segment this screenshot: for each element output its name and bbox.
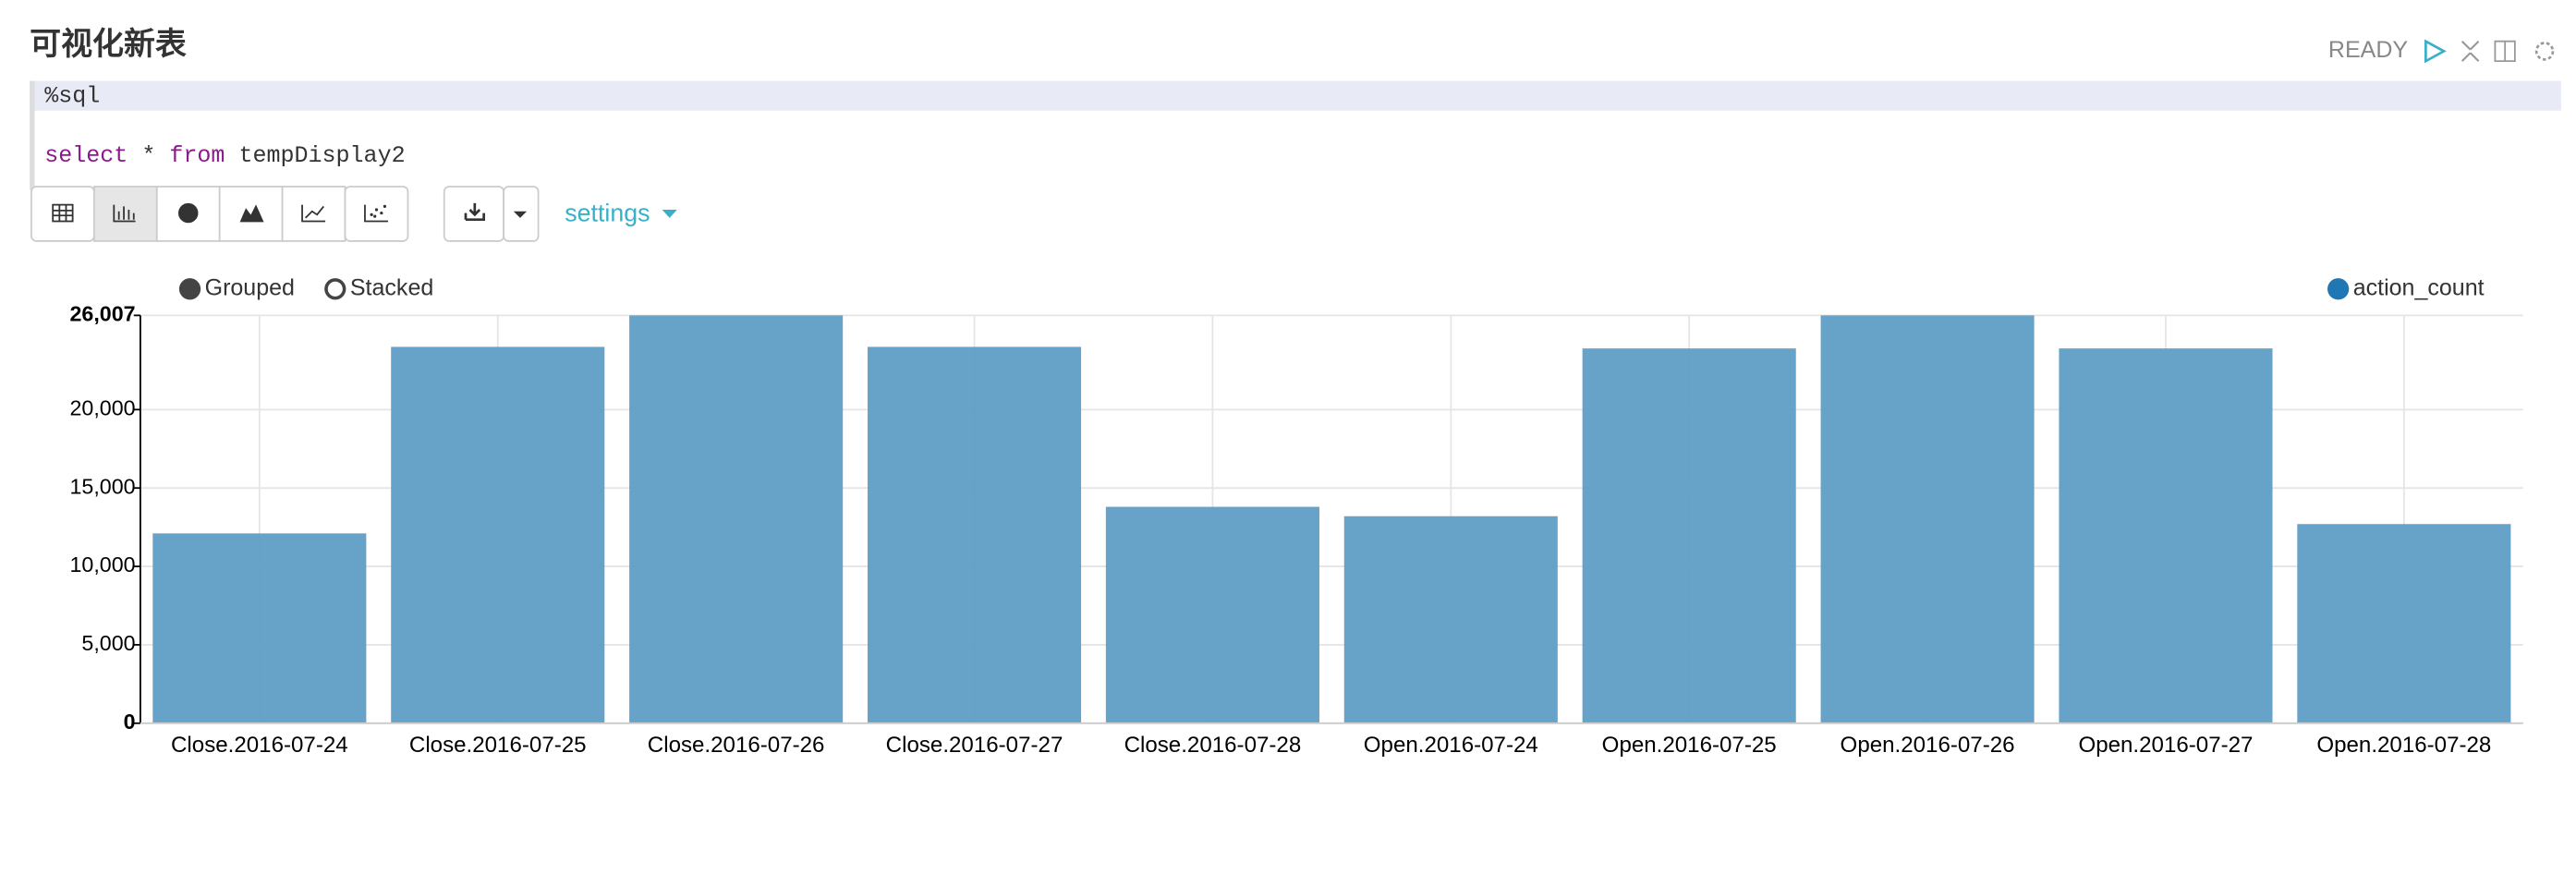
- hide-editor-button[interactable]: [2461, 40, 2480, 62]
- line-chart-button[interactable]: [281, 186, 346, 242]
- editor-gutter: [30, 80, 35, 190]
- caret: [662, 209, 677, 218]
- legend-label: action_count: [2353, 274, 2485, 300]
- x-tick-label: Close.2016-07-25: [409, 733, 587, 758]
- area-chart-button[interactable]: [218, 186, 284, 242]
- bar: [1582, 348, 1796, 723]
- bar-chart: Grouped Stacked action_count 0 5,000 10,000 15…: [70, 274, 2523, 758]
- caret: [513, 211, 528, 218]
- bar: [629, 315, 844, 723]
- mode-radio[interactable]: [324, 278, 346, 300]
- bar: [1820, 315, 2035, 723]
- toolbar-icons: [52, 202, 388, 224]
- active-line: [30, 80, 2561, 111]
- bar-chart-button[interactable]: [92, 186, 158, 242]
- code-token: tempDisplay2: [225, 142, 405, 169]
- x-tick-label: Open.2016-07-26: [1841, 733, 2015, 758]
- hide-output-button[interactable]: [2494, 40, 2516, 63]
- mode-label: Grouped: [205, 274, 295, 300]
- x-tick-label: Open.2016-07-25: [1602, 733, 1777, 758]
- table-button[interactable]: [30, 186, 95, 242]
- x-tick-label: Open.2016-07-24: [1364, 733, 1538, 758]
- paragraph-title: 可视化新表: [30, 27, 187, 62]
- bar: [867, 346, 1082, 723]
- mode-radio[interactable]: [178, 278, 201, 300]
- bar: [2059, 348, 2273, 723]
- x-tick-label: Open.2016-07-27: [2078, 733, 2253, 758]
- y-tick-label: 15,000: [70, 474, 136, 498]
- x-tick-label: Close.2016-07-24: [171, 733, 348, 758]
- settings-gear[interactable]: [2534, 42, 2555, 61]
- x-tick-label: Open.2016-07-28: [2316, 733, 2491, 758]
- y-tick-label: 26,007: [70, 302, 136, 326]
- settings-toggle[interactable]: settings: [565, 199, 650, 226]
- bar: [391, 346, 605, 723]
- x-tick-label: Close.2016-07-26: [648, 733, 825, 758]
- y-tick-label: 0: [124, 710, 136, 734]
- y-tick-label: 5,000: [81, 631, 135, 655]
- y-tick-label: 20,000: [70, 395, 136, 419]
- x-tick-label: Close.2016-07-27: [886, 733, 1063, 758]
- run-button[interactable]: [2424, 39, 2447, 64]
- keyword: select: [44, 142, 128, 169]
- x-tick-label: Close.2016-07-28: [1124, 733, 1302, 758]
- chart-type-buttons: [30, 186, 409, 242]
- scatter-chart-button[interactable]: [344, 186, 409, 242]
- bar: [2297, 524, 2511, 723]
- mode-label: Stacked: [350, 274, 433, 300]
- y-tick-label: 10,000: [70, 552, 136, 577]
- code-line: %sql: [44, 82, 100, 109]
- download-icon: [464, 202, 485, 222]
- code-line: select * from tempDisplay2: [44, 142, 405, 169]
- status: READY: [2328, 37, 2409, 63]
- keyword: from: [169, 142, 225, 169]
- bar: [1105, 506, 1319, 723]
- code-token: *: [128, 142, 169, 169]
- bar: [1343, 516, 1558, 723]
- legend-swatch[interactable]: [2327, 278, 2350, 300]
- bar: [152, 533, 367, 723]
